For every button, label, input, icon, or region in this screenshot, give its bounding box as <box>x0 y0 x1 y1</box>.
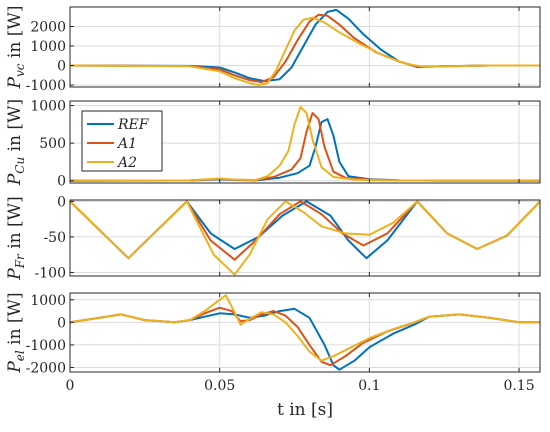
y-tick-label: 500 <box>39 136 66 152</box>
series-line-a2 <box>70 200 540 276</box>
y-tick-label: -1000 <box>26 338 66 354</box>
series-line-ref <box>70 200 540 260</box>
legend: REF A1 A2 <box>81 110 163 172</box>
y-tick-label: -100 <box>35 265 66 281</box>
series-line-a1 <box>70 200 540 261</box>
y-tick-label: 1000 <box>30 293 66 309</box>
legend-label-a2: A2 <box>116 155 137 171</box>
x-axis-label: t in [s] <box>277 400 333 420</box>
series-line-a2 <box>70 294 540 362</box>
axes-frame <box>69 100 541 184</box>
x-tick-label: 0.05 <box>204 378 235 394</box>
y-axis-label: PFr in [W] <box>5 196 27 280</box>
panel-4 <box>69 292 541 373</box>
legend-label-ref: REF <box>117 117 150 133</box>
y-axis-label: Pel in [W] <box>5 292 27 373</box>
y-tick-label: -50 <box>43 230 66 246</box>
series-line-a2 <box>70 16 540 86</box>
series-line-a2 <box>70 106 540 182</box>
x-tick-label: 0.1 <box>358 378 380 394</box>
y-tick-label: 0 <box>57 315 66 331</box>
y-axis-label: PCu in [W] <box>5 99 27 186</box>
series-line-ref <box>70 8 540 83</box>
y-tick-label: -2000 <box>26 360 66 376</box>
axes-frame <box>69 292 541 373</box>
panel-1 <box>69 6 541 88</box>
panel-3 <box>69 199 541 277</box>
y-tick-label: 1000 <box>30 99 66 115</box>
y-tick-label: 0 <box>57 174 66 190</box>
y-tick-label: 0 <box>57 194 66 210</box>
axes-frame <box>69 6 541 88</box>
y-axis-label: Pvc in [W] <box>5 6 27 90</box>
legend-label-a1: A1 <box>116 136 137 152</box>
y-tick-label: -1000 <box>26 78 66 94</box>
y-tick-label: 0 <box>57 59 66 75</box>
panel-2 <box>69 100 541 184</box>
y-tick-label: 1000 <box>30 39 66 55</box>
axes-frame <box>69 199 541 277</box>
x-tick-label: 0.15 <box>503 378 534 394</box>
y-tick-label: 2000 <box>30 20 66 36</box>
series-line-a1 <box>70 13 540 84</box>
x-tick-label: 0 <box>66 378 75 394</box>
